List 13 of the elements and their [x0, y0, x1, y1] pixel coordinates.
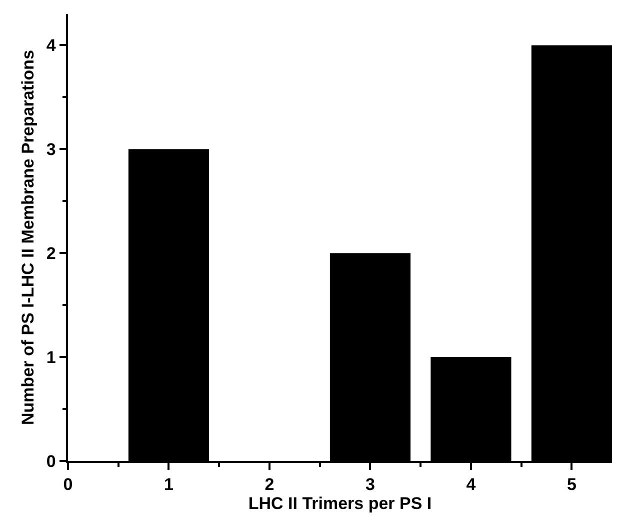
x-tick-label: 4: [466, 475, 476, 494]
y-tick-label: 0: [46, 452, 56, 471]
y-tick-label: 4: [46, 36, 56, 56]
x-tick-label: 0: [63, 475, 73, 494]
y-tick-label: 1: [46, 348, 56, 367]
x-tick-label: 2: [264, 475, 274, 494]
y-tick-label: 3: [46, 140, 56, 160]
x-tick-label: 5: [566, 475, 576, 494]
y-tick-label: 2: [46, 244, 56, 264]
y-axis-title: Number of PS I-LHC II Membrane Preparations: [18, 50, 38, 426]
x-tick-label: 3: [365, 475, 375, 494]
x-axis-title: LHC II Trimers per PS I: [248, 494, 432, 514]
x-tick-label: 1: [164, 475, 174, 494]
